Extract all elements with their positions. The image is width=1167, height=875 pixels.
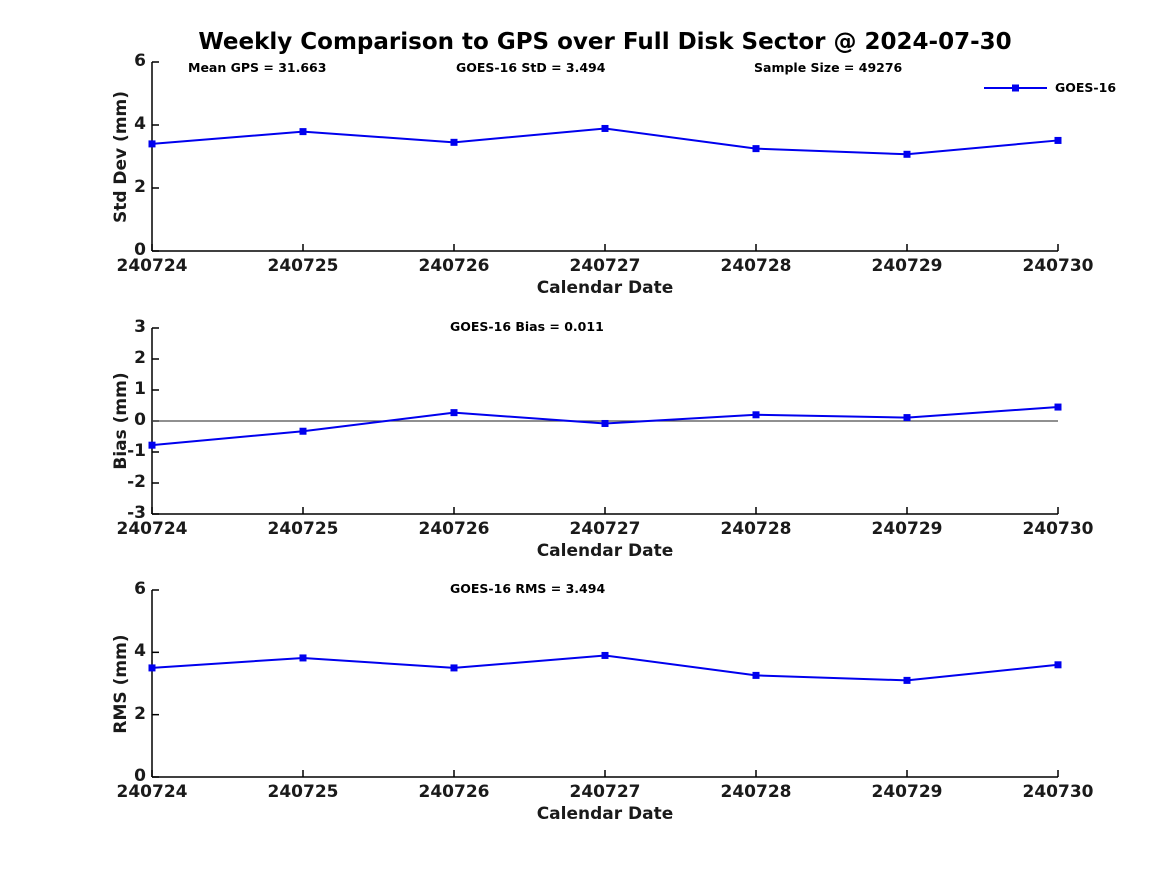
data-point-marker bbox=[450, 138, 458, 146]
x-tick-label: 240725 bbox=[267, 256, 339, 276]
x-tick-label: 240728 bbox=[720, 519, 792, 539]
x-tick-label: 240730 bbox=[1022, 256, 1094, 276]
annotation-sample-size: Sample Size = 49276 bbox=[754, 60, 903, 75]
x-axis-label-stddev: Calendar Date bbox=[536, 278, 674, 298]
y-tick-label: 6 bbox=[134, 51, 146, 71]
annotation-goes16-bias: GOES-16 Bias = 0.011 bbox=[450, 319, 604, 334]
y-tick-label: 6 bbox=[134, 579, 146, 599]
x-tick-label: 240730 bbox=[1022, 519, 1094, 539]
data-point-marker bbox=[148, 441, 156, 449]
x-tick-label: 240728 bbox=[720, 256, 792, 276]
annotation-goes16-std: GOES-16 StD = 3.494 bbox=[456, 60, 606, 75]
x-tick-label: 240730 bbox=[1022, 782, 1094, 802]
y-tick-label: -1 bbox=[127, 441, 146, 461]
data-point-marker bbox=[903, 676, 911, 684]
x-tick-label: 240726 bbox=[418, 782, 490, 802]
legend: GOES-16 bbox=[983, 80, 1116, 95]
series-line-goes-16 bbox=[151, 127, 1059, 156]
x-tick-label: 240726 bbox=[418, 256, 490, 276]
data-point-marker bbox=[752, 145, 760, 153]
data-point-marker bbox=[903, 150, 911, 158]
y-tick-label: 4 bbox=[134, 641, 146, 662]
y-tick-label: 4 bbox=[134, 114, 146, 134]
y-tick-label: 3 bbox=[134, 317, 146, 337]
data-point-marker bbox=[1054, 136, 1062, 144]
y-tick-label: 0 bbox=[134, 410, 146, 430]
data-point-marker bbox=[299, 654, 307, 662]
y-axis-label-stddev: Std Dev (mm) bbox=[111, 90, 131, 224]
annotation-mean-gps: Mean GPS = 31.663 bbox=[188, 60, 327, 75]
legend-line-icon bbox=[984, 84, 1047, 91]
y-tick-label: -2 bbox=[127, 472, 146, 492]
x-tick-label: 240724 bbox=[116, 256, 188, 276]
data-point-marker bbox=[1054, 661, 1062, 669]
annotation-goes16-rms: GOES-16 RMS = 3.494 bbox=[450, 581, 606, 596]
data-point-marker bbox=[601, 651, 609, 659]
y-tick-label: 2 bbox=[134, 348, 146, 368]
data-point-marker bbox=[148, 664, 156, 672]
x-tick-label: 240729 bbox=[871, 519, 943, 539]
y-tick-label: -3 bbox=[127, 503, 146, 523]
figure-title: Weekly Comparison to GPS over Full Disk … bbox=[198, 29, 1012, 55]
x-tick-label: 240727 bbox=[569, 782, 641, 802]
x-tick-label: 240728 bbox=[720, 782, 792, 802]
data-point-marker bbox=[752, 411, 760, 419]
x-tick-label: 240727 bbox=[569, 519, 641, 539]
data-point-marker bbox=[450, 664, 458, 672]
x-tick-label: 240724 bbox=[116, 519, 188, 539]
data-point-marker bbox=[299, 128, 307, 136]
x-tick-label: 240729 bbox=[871, 782, 943, 802]
data-point-marker bbox=[752, 671, 760, 679]
series-line-goes-16 bbox=[151, 654, 1059, 682]
x-axis-label-bias: Calendar Date bbox=[536, 541, 674, 561]
data-point-marker bbox=[1054, 403, 1062, 411]
y-tick-label: 2 bbox=[134, 177, 146, 197]
x-tick-label: 240725 bbox=[267, 782, 339, 802]
x-axis-label-rms: Calendar Date bbox=[536, 804, 674, 824]
x-tick-label: 240727 bbox=[569, 256, 641, 276]
data-point-marker bbox=[601, 419, 609, 427]
x-tick-label: 240726 bbox=[418, 519, 490, 539]
data-point-marker bbox=[148, 140, 156, 148]
y-tick-label: 2 bbox=[134, 703, 146, 724]
data-point-marker bbox=[450, 409, 458, 417]
y-tick-label: 0 bbox=[134, 240, 146, 260]
x-tick-label: 240724 bbox=[116, 782, 188, 802]
x-tick-label: 240729 bbox=[871, 256, 943, 276]
y-tick-label: 1 bbox=[134, 379, 146, 399]
data-point-marker bbox=[903, 414, 911, 422]
data-point-marker bbox=[601, 124, 609, 132]
data-point-marker bbox=[299, 427, 307, 435]
x-tick-label: 240725 bbox=[267, 519, 339, 539]
legend-label: GOES-16 bbox=[1055, 80, 1117, 95]
y-tick-label: 0 bbox=[134, 766, 146, 786]
